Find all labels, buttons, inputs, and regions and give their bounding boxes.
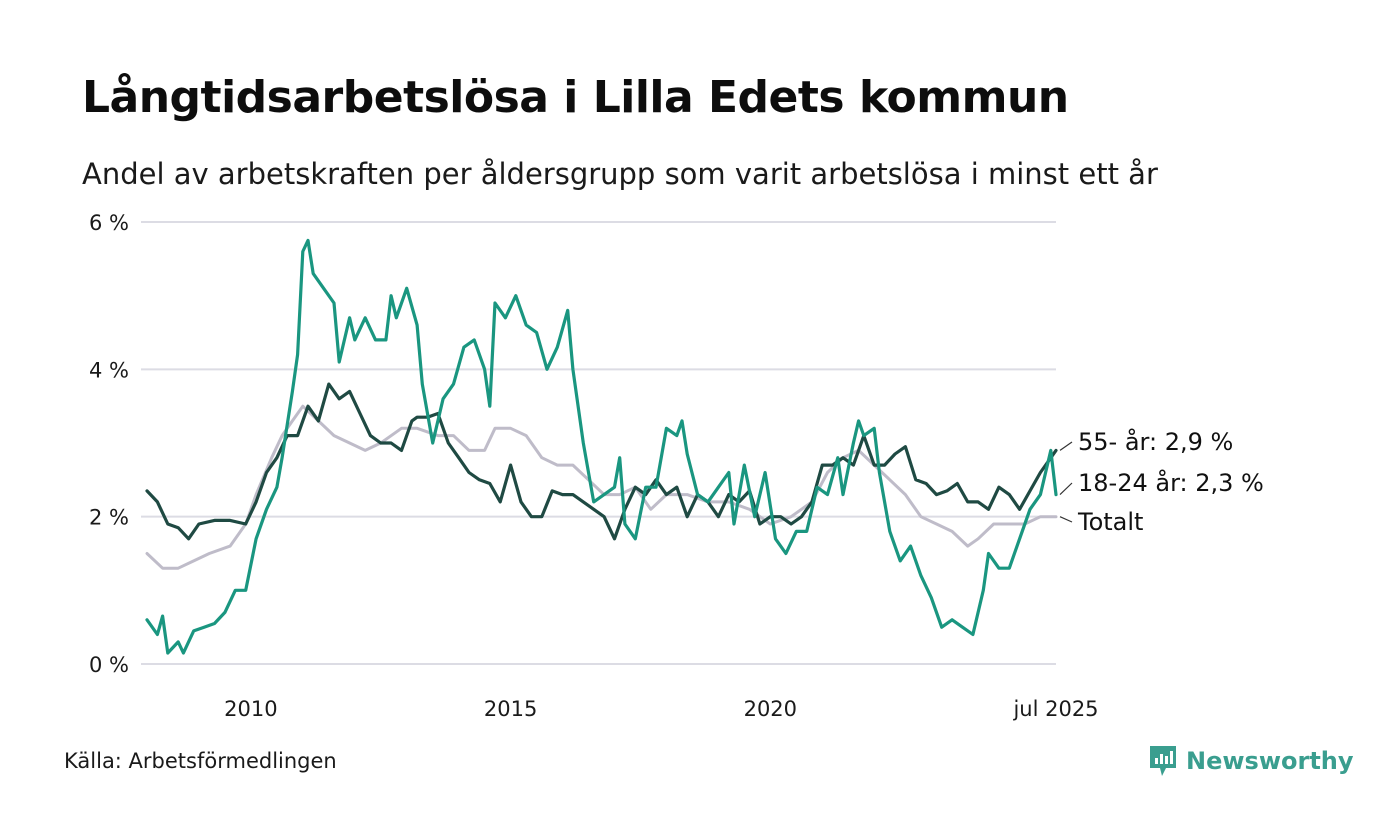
series-line-s55 bbox=[145, 382, 1058, 541]
y-tick-label: 6 % bbox=[89, 211, 129, 235]
y-tick-label: 2 % bbox=[89, 506, 129, 530]
series-line-total bbox=[145, 404, 1058, 570]
end-label-s55: 55- år: 2,9 % bbox=[1078, 427, 1233, 456]
x-axis-ticks: 2010 2015 2020 jul 2025 bbox=[224, 697, 1098, 721]
chart-title: Långtidsarbetslösa i Lilla Edets kommun bbox=[82, 72, 1069, 123]
brand-name: Newsworthy bbox=[1186, 747, 1354, 775]
brand-logo[interactable]: Newsworthy bbox=[1148, 744, 1354, 778]
end-labels: Totalt 55- år: 2,9 % 18-24 år: 2,3 % bbox=[1059, 427, 1264, 536]
y-tick-label: 0 % bbox=[89, 653, 129, 677]
series-line-s1824 bbox=[145, 238, 1058, 655]
end-label-total: Totalt bbox=[1077, 508, 1143, 536]
x-tick-label: 2010 bbox=[224, 697, 277, 721]
end-label-leader-s1824 bbox=[1059, 482, 1073, 495]
series-lines bbox=[145, 238, 1058, 655]
end-label-leader-total bbox=[1059, 516, 1073, 523]
source-note: Källa: Arbetsförmedlingen bbox=[64, 749, 337, 773]
x-tick-label: 2020 bbox=[744, 697, 797, 721]
y-tick-label: 4 % bbox=[89, 358, 129, 382]
x-tick-label: jul 2025 bbox=[1012, 697, 1098, 721]
grid-lines bbox=[141, 221, 1056, 665]
chart-subtitle: Andel av arbetskraften per åldersgrupp s… bbox=[82, 157, 1158, 191]
newsworthy-logo-icon bbox=[1150, 746, 1176, 776]
end-label-leader-s55 bbox=[1059, 441, 1073, 451]
y-axis-ticks: 0 % 2 % 4 % 6 % bbox=[89, 211, 129, 677]
x-tick-label: 2015 bbox=[484, 697, 537, 721]
end-label-s1824: 18-24 år: 2,3 % bbox=[1078, 468, 1264, 497]
